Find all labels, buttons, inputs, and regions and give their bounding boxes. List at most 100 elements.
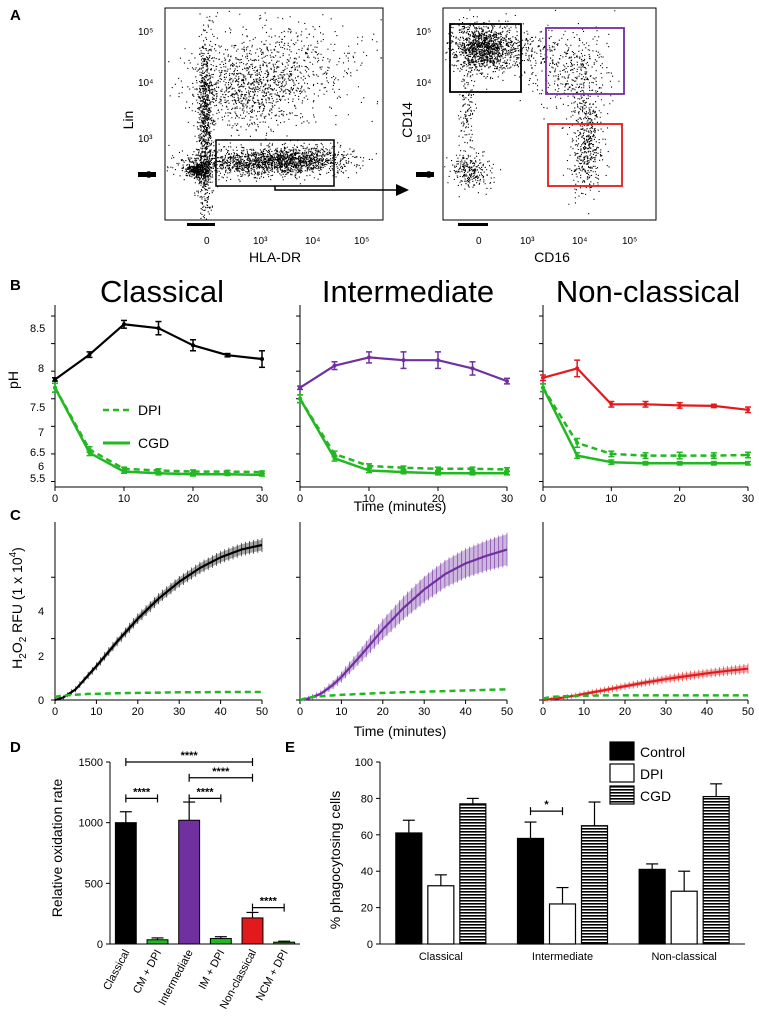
bar-classical (114, 822, 137, 945)
error-bar (278, 940, 291, 943)
data-point (643, 402, 648, 407)
panel-e-ylabel: % phagocytosing cells (327, 791, 343, 930)
flow-right-ytick: 10⁵ (416, 27, 431, 38)
line-plot: 0 10 20 30 (51, 305, 268, 505)
x-tick-label: 30 (501, 493, 513, 505)
data-point (575, 453, 580, 458)
x-tick-label: Classical (419, 951, 463, 963)
flow-event-cloud (179, 156, 227, 183)
data-point (298, 396, 302, 401)
panel-label-b: B (10, 277, 21, 294)
row-c-xlabel: Time (minutes) (354, 723, 447, 739)
data-point (401, 470, 406, 475)
x-tick-label: NCM + DPI (254, 948, 291, 1003)
error-bar (151, 937, 164, 940)
data-point (122, 322, 126, 327)
legend-label: Control (640, 744, 685, 760)
panel-label-e: E (285, 739, 295, 756)
legend-label: CGD (640, 788, 671, 804)
panel-d-bar-chart: Relative oxidation rate 1500 1000 500 0Clas… (49, 750, 300, 1011)
x-tick-label: 0 (52, 706, 58, 718)
x-tick-label: 10 (118, 493, 130, 505)
bar-dpi (548, 903, 577, 945)
x-tick-label: Non-classical (651, 951, 716, 963)
row-b-ytick: 5.5 (30, 473, 45, 485)
data-point (332, 363, 337, 368)
error-bar (402, 819, 415, 833)
row-b-legend: DPI CGD (103, 402, 169, 451)
x-tick-label: Classical (101, 948, 132, 992)
row-b-ytick: 8 (38, 363, 44, 375)
flow-left-frame (164, 7, 384, 221)
legend-dpi-label: DPI (138, 402, 161, 418)
x-tick-label: 20 (674, 493, 686, 505)
data-point (470, 466, 475, 471)
x-tick-label: IM + DPI (197, 948, 228, 992)
data-point (575, 366, 580, 371)
flow-event-cloud (444, 147, 502, 198)
data-point (746, 453, 750, 458)
series-cgd (298, 398, 507, 475)
data-point (541, 385, 545, 390)
legend-cgd-label: CGD (138, 435, 169, 451)
x-tick-label: 40 (459, 706, 471, 718)
row-b-ytick: 8.5 (30, 323, 45, 335)
legend-item-dpi: DPI (609, 763, 663, 783)
data-point (53, 385, 57, 390)
error-bar (214, 936, 227, 939)
data-point (746, 461, 750, 466)
data-point (225, 353, 230, 358)
flow-event-cloud (445, 9, 537, 90)
line-plot: 0 10 20 30 (296, 305, 513, 505)
significance-label: **** (196, 786, 214, 798)
data-point (401, 358, 406, 363)
error-bar (588, 801, 601, 826)
x-tick-label: 30 (173, 706, 185, 718)
legend-item-control: Control (609, 741, 685, 761)
data-point (575, 440, 580, 445)
bar-cgd (702, 795, 730, 945)
row-b-ytick: 6 (38, 461, 44, 473)
data-point (87, 450, 92, 455)
data-point (156, 471, 161, 476)
bar-control (638, 868, 666, 945)
x-tick-label: 0 (540, 706, 546, 718)
series-dpi (298, 398, 508, 471)
row-b-ylabel: pH (5, 371, 21, 389)
flow-left-xtick: 10⁵ (354, 236, 369, 247)
x-tick-label: 30 (742, 493, 754, 505)
series-cgd (541, 387, 748, 465)
data-point (609, 402, 614, 407)
flow-right-ytick: 10³ (416, 134, 431, 145)
line-plot: 0 10 20 30 40 50 (539, 522, 754, 718)
data-point (191, 343, 195, 348)
data-point (367, 464, 371, 469)
series-control (299, 548, 508, 702)
significance-label: * (544, 799, 549, 811)
flow-left-ytick: 0 (146, 170, 152, 181)
row-b-ytick: 7 (38, 427, 44, 439)
y-tick-label: 0 (97, 939, 103, 951)
data-point (609, 451, 614, 456)
data-point (505, 471, 509, 476)
error-bar (524, 821, 537, 839)
data-point (191, 472, 195, 477)
flow-event-cloud (494, 9, 620, 126)
data-point (436, 471, 440, 476)
bar-im-dpi (209, 938, 232, 945)
flow-left-xtick: 0 (204, 236, 210, 247)
data-point (677, 461, 682, 466)
y-tick-label: 1500 (79, 757, 103, 769)
x-tick-label: CM + DPI (131, 948, 164, 996)
data-point (225, 472, 230, 477)
data-point (470, 471, 475, 476)
panel-e-bar-chart: % phagocytosing cells 100 80 60 40 20 0 Classi… (327, 741, 745, 963)
x-tick-label: 0 (297, 493, 303, 505)
row-b-ytick: 7.5 (30, 402, 45, 414)
y-tick-label: 500 (85, 878, 103, 890)
title-intermediate: Intermediate (322, 274, 494, 309)
error-band-control (55, 539, 262, 700)
flow-right-events (444, 9, 620, 215)
bar-control (395, 832, 423, 945)
